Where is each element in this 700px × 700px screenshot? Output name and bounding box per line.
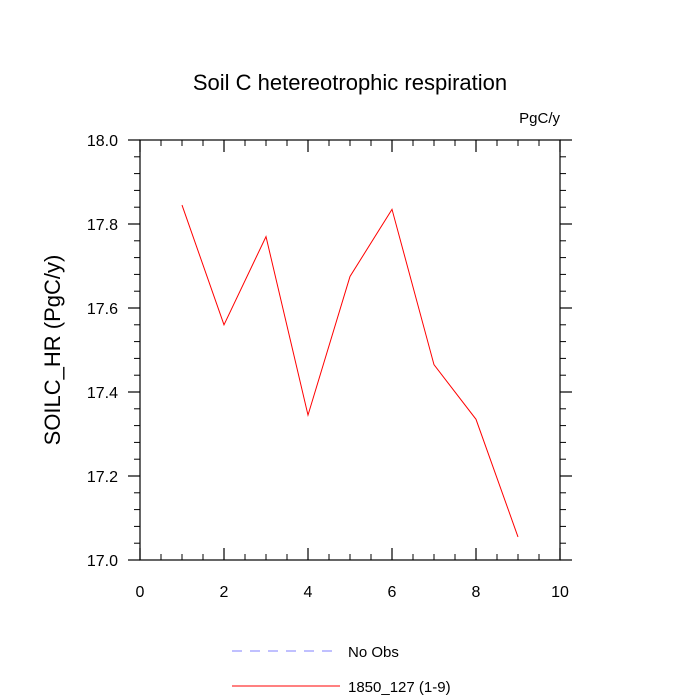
x-tick-label: 8 bbox=[472, 584, 481, 601]
y-tick-label: 17.8 bbox=[87, 217, 118, 234]
series-layer bbox=[181, 204, 519, 538]
plot-frame bbox=[139, 139, 561, 561]
y-tick-label: 17.2 bbox=[87, 469, 118, 486]
series-line bbox=[181, 204, 519, 538]
y-tick-labels: 17.0 17.2 17.4 17.6 17.8 18.0 bbox=[87, 133, 118, 570]
legend-label-series: 1850_127 (1-9) bbox=[348, 679, 451, 696]
x-tick-label: 6 bbox=[388, 584, 397, 601]
legend-label-no-obs: No Obs bbox=[348, 644, 399, 661]
x-tick-labels: 0 2 4 6 8 10 bbox=[136, 584, 569, 601]
x-tick-label: 10 bbox=[551, 584, 569, 601]
x-tick-label: 2 bbox=[220, 584, 229, 601]
y-tick-label: 17.4 bbox=[87, 385, 118, 402]
y-tick-label: 18.0 bbox=[87, 133, 118, 150]
x-tick-label: 4 bbox=[304, 584, 313, 601]
y-tick-label: 17.6 bbox=[87, 301, 118, 318]
axis-ticks bbox=[128, 139, 572, 561]
chart-title: Soil C hetereotrophic respiration bbox=[193, 70, 507, 95]
units-label: PgC/y bbox=[519, 110, 560, 127]
y-tick-label: 17.0 bbox=[87, 553, 118, 570]
x-tick-label: 0 bbox=[136, 584, 145, 601]
legend: No Obs 1850_127 (1-9) bbox=[232, 644, 451, 696]
y-axis-label: SOILC_HR (PgC/y) bbox=[40, 255, 65, 446]
